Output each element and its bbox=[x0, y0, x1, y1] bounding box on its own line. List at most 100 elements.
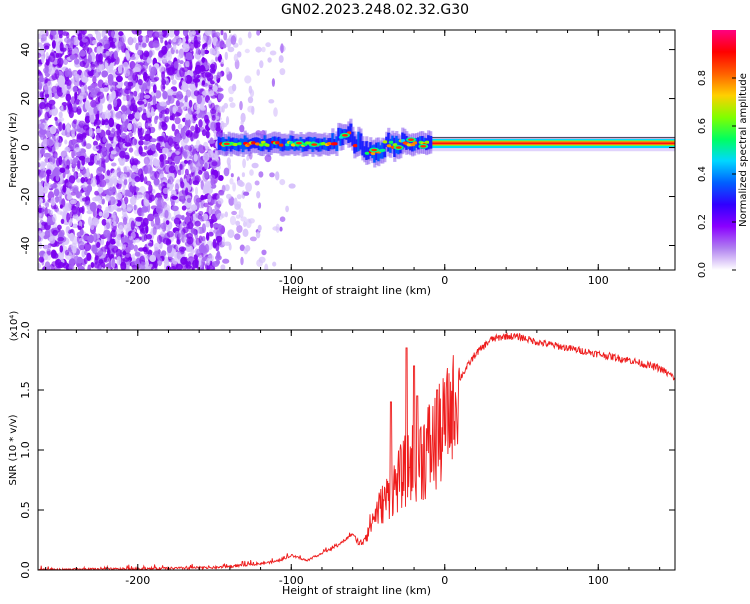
noise-speckle bbox=[148, 184, 153, 194]
noise-speckle bbox=[256, 191, 261, 199]
noise-speckle bbox=[272, 226, 279, 231]
noise-speckle bbox=[123, 189, 131, 197]
noise-speckle bbox=[65, 93, 72, 102]
noise-speckle bbox=[208, 174, 216, 180]
onset-body bbox=[337, 127, 341, 141]
noise-speckle bbox=[200, 106, 206, 111]
noise-speckle bbox=[210, 168, 215, 177]
noise-speckle bbox=[224, 51, 228, 61]
noise-speckle bbox=[76, 178, 81, 183]
noise-speckle bbox=[77, 265, 85, 270]
noise-speckle bbox=[41, 221, 48, 226]
noise-speckle bbox=[70, 199, 77, 205]
noise-speckle bbox=[98, 259, 104, 264]
noise-speckle bbox=[179, 67, 185, 78]
noise-speckle bbox=[121, 113, 127, 122]
noise-speckle bbox=[52, 105, 56, 110]
onset-hotspot-core bbox=[295, 141, 302, 145]
noise-speckle bbox=[84, 84, 88, 93]
noise-speckle bbox=[239, 244, 245, 252]
noise-speckle bbox=[204, 162, 208, 170]
noise-speckle bbox=[149, 70, 154, 80]
noise-speckle bbox=[72, 36, 79, 46]
noise-speckle bbox=[288, 183, 296, 189]
noise-speckle bbox=[153, 222, 161, 230]
onset-core bbox=[382, 140, 388, 144]
noise-speckle bbox=[66, 194, 73, 201]
noise-speckle bbox=[265, 42, 271, 48]
noise-speckle bbox=[150, 111, 156, 117]
noise-speckle bbox=[217, 198, 224, 205]
noise-speckle bbox=[162, 237, 170, 245]
noise-speckle bbox=[117, 179, 124, 184]
noise-speckle bbox=[168, 165, 176, 174]
noise-speckle bbox=[208, 206, 212, 215]
noise-speckle bbox=[229, 178, 234, 185]
noise-speckle bbox=[95, 97, 101, 105]
noise-speckle bbox=[102, 87, 109, 93]
noise-speckle bbox=[38, 212, 42, 219]
onset-body bbox=[351, 131, 355, 146]
noise-speckle bbox=[131, 30, 139, 35]
spectrogram-ytick-label: 0 bbox=[19, 144, 32, 151]
onset-core bbox=[264, 143, 271, 147]
noise-speckle bbox=[45, 30, 49, 37]
noise-speckle bbox=[54, 167, 59, 176]
noise-speckle bbox=[59, 196, 63, 206]
noise-speckle bbox=[203, 184, 210, 194]
noise-speckle bbox=[91, 244, 98, 254]
noise-speckle bbox=[279, 226, 283, 232]
noise-speckle bbox=[170, 265, 177, 270]
noise-speckle bbox=[211, 261, 220, 267]
carrier-onset bbox=[217, 118, 433, 168]
noise-speckle bbox=[131, 122, 137, 133]
noise-speckle bbox=[177, 54, 182, 60]
noise-speckle bbox=[227, 46, 235, 53]
noise-speckle bbox=[154, 90, 162, 99]
snr-xtick-label: 0 bbox=[441, 574, 448, 587]
noise-speckle bbox=[50, 183, 58, 189]
onset-hotspot-core bbox=[407, 138, 414, 142]
noise-speckle bbox=[175, 151, 180, 155]
noise-speckle bbox=[184, 168, 189, 176]
noise-speckle bbox=[47, 147, 52, 152]
noise-speckle bbox=[72, 85, 78, 93]
noise-speckle bbox=[38, 77, 45, 83]
noise-speckle bbox=[244, 245, 251, 252]
noise-speckle bbox=[221, 236, 226, 246]
noise-speckle bbox=[220, 30, 224, 36]
noise-speckle bbox=[65, 79, 72, 86]
noise-speckle bbox=[175, 100, 180, 107]
noise-speckle bbox=[158, 50, 165, 58]
noise-speckle bbox=[102, 136, 107, 143]
noise-speckle bbox=[153, 63, 160, 68]
noise-speckle bbox=[131, 180, 135, 187]
noise-speckle bbox=[135, 42, 139, 51]
noise-speckle bbox=[38, 256, 45, 263]
noise-speckle bbox=[213, 228, 221, 234]
noise-speckle bbox=[115, 192, 123, 200]
onset-core bbox=[412, 141, 418, 145]
snr-ytick-label: 0.0 bbox=[19, 561, 32, 579]
snr-ylabel: SNR (10 * v/v) bbox=[8, 414, 19, 485]
noise-speckle bbox=[137, 121, 142, 129]
noise-speckle bbox=[88, 127, 93, 137]
noise-speckle bbox=[127, 243, 135, 251]
noise-speckle bbox=[87, 264, 92, 270]
noise-speckle bbox=[179, 177, 183, 185]
noise-speckle bbox=[209, 90, 215, 97]
noise-speckle bbox=[107, 93, 113, 104]
noise-speckle bbox=[165, 220, 170, 225]
noise-speckle bbox=[101, 218, 107, 226]
noise-speckle bbox=[80, 165, 84, 170]
noise-speckle bbox=[165, 258, 169, 266]
noise-speckle bbox=[236, 225, 243, 233]
noise-speckle bbox=[161, 78, 166, 86]
noise-speckle bbox=[107, 249, 111, 256]
colorbar-tick-label: 0.4 bbox=[697, 166, 708, 182]
noise-speckle bbox=[205, 129, 210, 139]
noise-speckle bbox=[68, 265, 75, 270]
noise-speckle bbox=[94, 154, 98, 165]
noise-speckle bbox=[177, 169, 182, 176]
noise-speckle bbox=[213, 74, 217, 83]
